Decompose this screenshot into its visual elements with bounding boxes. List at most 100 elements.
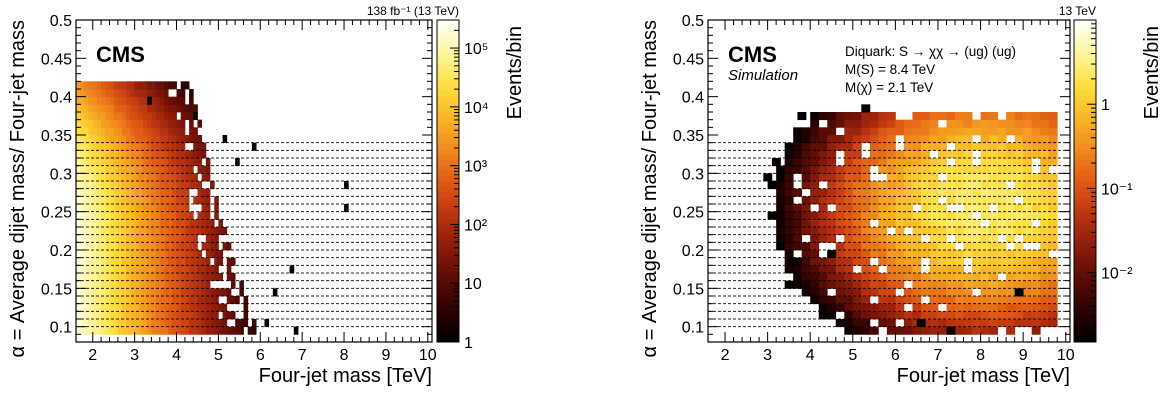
heatmap-bin bbox=[205, 311, 211, 320]
heatmap-bin bbox=[818, 303, 828, 312]
heatmap-bin bbox=[201, 280, 207, 289]
heatmap-bin bbox=[210, 311, 215, 320]
heatmap-bin bbox=[151, 89, 156, 98]
heatmap-bin bbox=[963, 303, 973, 312]
heatmap-bin bbox=[1031, 135, 1041, 144]
heatmap-bin bbox=[163, 89, 169, 98]
heatmap-bin bbox=[189, 273, 194, 282]
heatmap-bin bbox=[912, 142, 922, 151]
heatmap-bin bbox=[222, 227, 228, 236]
heatmap-bin bbox=[180, 326, 186, 335]
heatmap-bin bbox=[980, 234, 990, 243]
heatmap-bin bbox=[96, 165, 102, 174]
heatmap-bin bbox=[176, 250, 182, 259]
heatmap-bin bbox=[972, 181, 981, 190]
heatmap-bin bbox=[903, 234, 913, 243]
heatmap-bin bbox=[886, 280, 896, 289]
color-bar-segment bbox=[1074, 84, 1096, 91]
heatmap-bin bbox=[955, 181, 964, 190]
heatmap-bin bbox=[176, 135, 182, 144]
heatmap-bin bbox=[88, 104, 94, 113]
color-bar-segment bbox=[1074, 282, 1096, 289]
heatmap-bin bbox=[989, 196, 998, 205]
heatmap-bin bbox=[955, 188, 964, 197]
heatmap-bin bbox=[76, 181, 81, 190]
heatmap-bin bbox=[122, 227, 127, 236]
heatmap-bin bbox=[84, 119, 89, 128]
info-line: M(S) = 8.4 TeV bbox=[845, 62, 935, 77]
heatmap-bin bbox=[184, 257, 190, 266]
heatmap-bin bbox=[134, 89, 140, 98]
heatmap-bin bbox=[84, 150, 89, 159]
heatmap-bin bbox=[184, 250, 190, 259]
heatmap-bin bbox=[989, 165, 998, 174]
heatmap-bin bbox=[80, 119, 85, 128]
heatmap-bin bbox=[1040, 234, 1050, 243]
heatmap-bin bbox=[193, 257, 198, 266]
heatmap-bin bbox=[151, 265, 156, 274]
heatmap-bin bbox=[109, 96, 115, 105]
heatmap-bin bbox=[151, 257, 156, 266]
heatmap-bin bbox=[844, 219, 854, 228]
heatmap-bin bbox=[147, 257, 152, 266]
heatmap-bin bbox=[980, 227, 990, 236]
heatmap-bin bbox=[903, 257, 913, 266]
y-tick-label: 0.5 bbox=[50, 13, 72, 30]
heatmap-bin bbox=[989, 311, 998, 320]
color-bar-segment bbox=[437, 46, 459, 53]
heatmap-bin bbox=[776, 242, 786, 251]
heatmap-bin bbox=[184, 104, 190, 113]
heatmap-bin bbox=[810, 173, 820, 182]
heatmap-bin bbox=[163, 211, 169, 220]
heatmap-bin bbox=[147, 135, 152, 144]
heatmap-bin bbox=[84, 96, 89, 105]
heatmap-bin bbox=[130, 104, 136, 113]
heatmap-bin bbox=[210, 265, 215, 274]
heatmap-bin bbox=[88, 273, 94, 282]
heatmap-bin bbox=[147, 188, 152, 197]
heatmap-bin bbox=[122, 242, 127, 251]
heatmap-bin bbox=[886, 158, 896, 167]
heatmap-bin bbox=[105, 273, 110, 282]
x-tick-label: 9 bbox=[381, 347, 390, 364]
heatmap-bin bbox=[151, 165, 156, 174]
heatmap-bin bbox=[989, 211, 998, 220]
heatmap-bin bbox=[912, 150, 922, 159]
heatmap-bin bbox=[920, 227, 930, 236]
heatmap-bin bbox=[955, 265, 964, 274]
heatmap-bin bbox=[76, 257, 81, 266]
heatmap-bin bbox=[155, 296, 161, 305]
heatmap-bin bbox=[852, 173, 862, 182]
heatmap-bin bbox=[84, 158, 89, 167]
heatmap-bin bbox=[801, 142, 811, 151]
heatmap-bin bbox=[205, 234, 211, 243]
heatmap-bin bbox=[88, 127, 94, 136]
heatmap-bin bbox=[168, 158, 173, 167]
heatmap-bin bbox=[180, 119, 186, 128]
x-tick-label: 6 bbox=[891, 347, 900, 364]
heatmap-bin bbox=[88, 242, 94, 251]
heatmap-bin bbox=[205, 326, 211, 335]
heatmap-bin bbox=[793, 165, 803, 174]
heatmap-bin bbox=[886, 196, 896, 205]
heatmap-bin bbox=[172, 288, 177, 297]
heatmap-bin bbox=[827, 273, 837, 282]
heatmap-bin bbox=[105, 296, 110, 305]
heatmap-bin bbox=[818, 204, 828, 213]
heatmap-bin bbox=[143, 326, 148, 335]
heatmap-bin bbox=[997, 188, 1007, 197]
heatmap-bin bbox=[163, 158, 169, 167]
heatmap-bin bbox=[844, 119, 854, 128]
heatmap-bin bbox=[176, 204, 182, 213]
heatmap-bin bbox=[1006, 150, 1016, 159]
heatmap-bin bbox=[184, 319, 190, 328]
heatmap-bin bbox=[1023, 135, 1033, 144]
heatmap-bin bbox=[827, 150, 837, 159]
heatmap-bin bbox=[159, 257, 165, 266]
color-bar-segment bbox=[437, 293, 459, 300]
heatmap-bin bbox=[159, 296, 165, 305]
heatmap-bin bbox=[1014, 273, 1024, 282]
heatmap-bin bbox=[1031, 127, 1041, 136]
heatmap-bin bbox=[163, 288, 169, 297]
heatmap-bin bbox=[176, 142, 182, 151]
